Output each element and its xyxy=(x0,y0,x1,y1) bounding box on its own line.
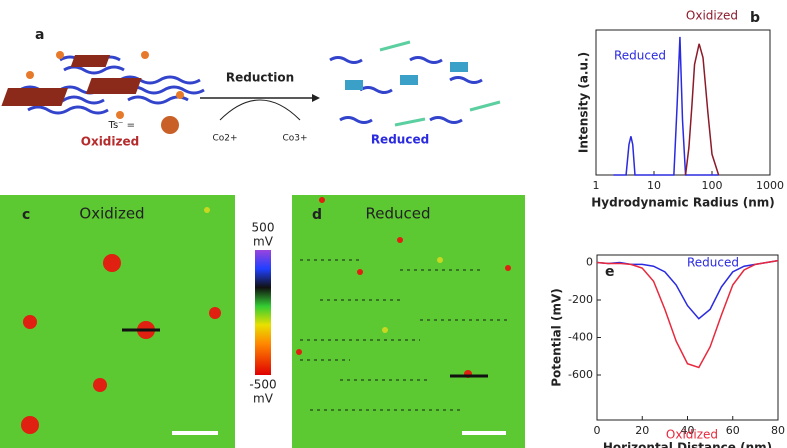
x-tick-label: 1 xyxy=(593,179,600,192)
colorbar xyxy=(255,250,271,375)
ion-label: Ts⁻ = xyxy=(108,120,136,131)
panel-label: a xyxy=(35,27,44,43)
image-title: Reduced xyxy=(365,205,430,223)
x-tick-label: 20 xyxy=(635,424,649,437)
x-axis-title: Hydrodynamic Radius (nm) xyxy=(591,196,775,210)
afm-image-reduced xyxy=(292,195,525,448)
afm-image-oxidized xyxy=(0,195,235,448)
x-tick-label: 40 xyxy=(681,424,695,437)
data-line xyxy=(596,259,779,369)
colorbar-label: -500 xyxy=(249,378,276,392)
colorbar-unit: mV xyxy=(253,235,274,249)
y-tick-label: -600 xyxy=(568,368,593,381)
series-label: Oxidized xyxy=(666,428,718,442)
reduced-fragments xyxy=(329,40,501,127)
state-label: Reduced xyxy=(371,133,429,147)
data-line xyxy=(613,36,719,176)
x-tick-label: 80 xyxy=(771,424,785,437)
series-label: Oxidized xyxy=(686,9,738,23)
panel-label: b xyxy=(750,10,760,26)
panel-label: e xyxy=(605,264,615,280)
y-axis-title: Potential (mV) xyxy=(550,288,564,386)
plot-frame xyxy=(595,29,771,176)
state-label: Oxidized xyxy=(81,135,139,149)
y-tick-label: 0 xyxy=(586,256,593,269)
curved-arrow xyxy=(219,99,301,121)
oxidized-sheets xyxy=(1,51,205,134)
arrow-label: Reduction xyxy=(226,71,294,85)
x-tick-label: 60 xyxy=(726,424,740,437)
panel-label: c xyxy=(22,207,30,223)
panel-label: d xyxy=(312,207,322,223)
y-tick-label: -400 xyxy=(568,331,593,344)
colorbar-unit: mV xyxy=(253,392,274,406)
image-title: Oxidized xyxy=(79,205,144,223)
x-tick-label: 100 xyxy=(702,179,723,192)
arrow-head xyxy=(312,94,320,102)
x-axis-title: Horizontal Distance (nm) xyxy=(603,441,772,448)
series-label: Reduced xyxy=(687,256,739,270)
colorbar-label: 500 xyxy=(252,221,275,235)
product: Co3+ xyxy=(282,134,307,144)
data-line xyxy=(684,43,720,176)
x-tick-label: 0 xyxy=(594,424,601,437)
reactant: Co2+ xyxy=(212,134,237,144)
y-axis-title: Intensity (a.u.) xyxy=(577,52,591,153)
plot-frame xyxy=(596,254,779,421)
x-tick-label: 10 xyxy=(647,179,661,192)
series-label: Reduced xyxy=(614,49,666,63)
x-tick-label: 1000 xyxy=(756,179,784,192)
y-tick-label: -200 xyxy=(568,293,593,306)
